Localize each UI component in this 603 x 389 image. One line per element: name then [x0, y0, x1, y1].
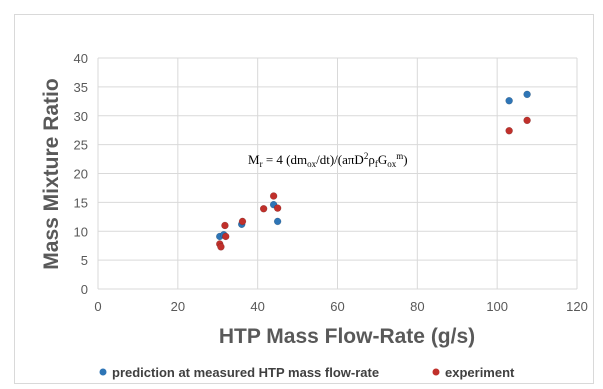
experiment-point: [217, 243, 225, 251]
y-tick-label: 20: [74, 167, 88, 182]
data-points: [215, 90, 531, 251]
equation-annotation: Mr = 4 (dmox/dt)/(aπD2ρfGoxm): [248, 151, 408, 169]
x-tick-label: 120: [566, 299, 588, 314]
legend-label-experiment: experiment: [445, 365, 515, 380]
experiment-point: [221, 221, 229, 230]
y-tick-label: 0: [81, 282, 88, 297]
y-tick-label: 5: [81, 253, 88, 268]
experiment-point: [273, 204, 282, 212]
y-tick-label: 35: [74, 80, 88, 95]
y-tick-label: 25: [74, 138, 88, 153]
legend-marker-prediction: [99, 368, 107, 376]
y-tick-labels: 0 5 10 15 20 25 30 35 40: [74, 51, 88, 297]
experiment-point: [221, 232, 230, 241]
eq-rho: ρ: [368, 152, 375, 167]
y-tick-label: 40: [74, 51, 88, 66]
eq-sub-r: r: [260, 159, 263, 169]
eq-part1: = 4 (dm: [263, 152, 308, 167]
x-tick-label: 80: [410, 299, 424, 314]
eq-main: M: [248, 152, 260, 167]
x-tick-label: 100: [486, 299, 508, 314]
eq-sup-2: 2: [364, 151, 369, 161]
eq-sub-ox2: ox: [387, 159, 397, 169]
x-axis-title: HTP Mass Flow-Rate (g/s): [219, 325, 475, 348]
prediction-point: [505, 96, 513, 105]
x-tick-label: 20: [171, 299, 185, 314]
eq-close: ): [403, 152, 407, 167]
y-tick-label: 10: [74, 224, 88, 239]
legend-label-prediction: prediction at measured HTP mass flow-rat…: [112, 365, 379, 380]
experiment-point: [259, 204, 268, 213]
experiment-point: [269, 192, 278, 200]
x-tick-label: 40: [250, 299, 264, 314]
experiment-point: [505, 127, 513, 135]
eq-G: G: [378, 152, 387, 167]
x-tick-label: 60: [330, 299, 344, 314]
experiment-point: [523, 116, 531, 125]
y-axis-title: Mass Mixture Ratio: [40, 78, 63, 269]
legend-marker-experiment: [432, 368, 440, 376]
prediction-point: [523, 90, 531, 99]
legend: prediction at measured HTP mass flow-rat…: [99, 365, 515, 380]
gridlines: [97, 57, 578, 290]
eq-part2: /dt)/(aπD: [316, 152, 364, 167]
prediction-point: [273, 217, 282, 226]
x-tick-labels: 0 20 40 60 80 100 120: [94, 299, 587, 314]
y-tick-label: 15: [74, 195, 88, 210]
x-tick-label: 0: [94, 299, 101, 314]
experiment-point: [238, 217, 247, 226]
eq-sub-ox1: ox: [307, 159, 317, 169]
eq-sub-f: f: [375, 159, 378, 169]
chart-frame: [14, 14, 594, 384]
eq-sup-m: m: [396, 151, 403, 161]
y-tick-label: 30: [74, 109, 88, 124]
